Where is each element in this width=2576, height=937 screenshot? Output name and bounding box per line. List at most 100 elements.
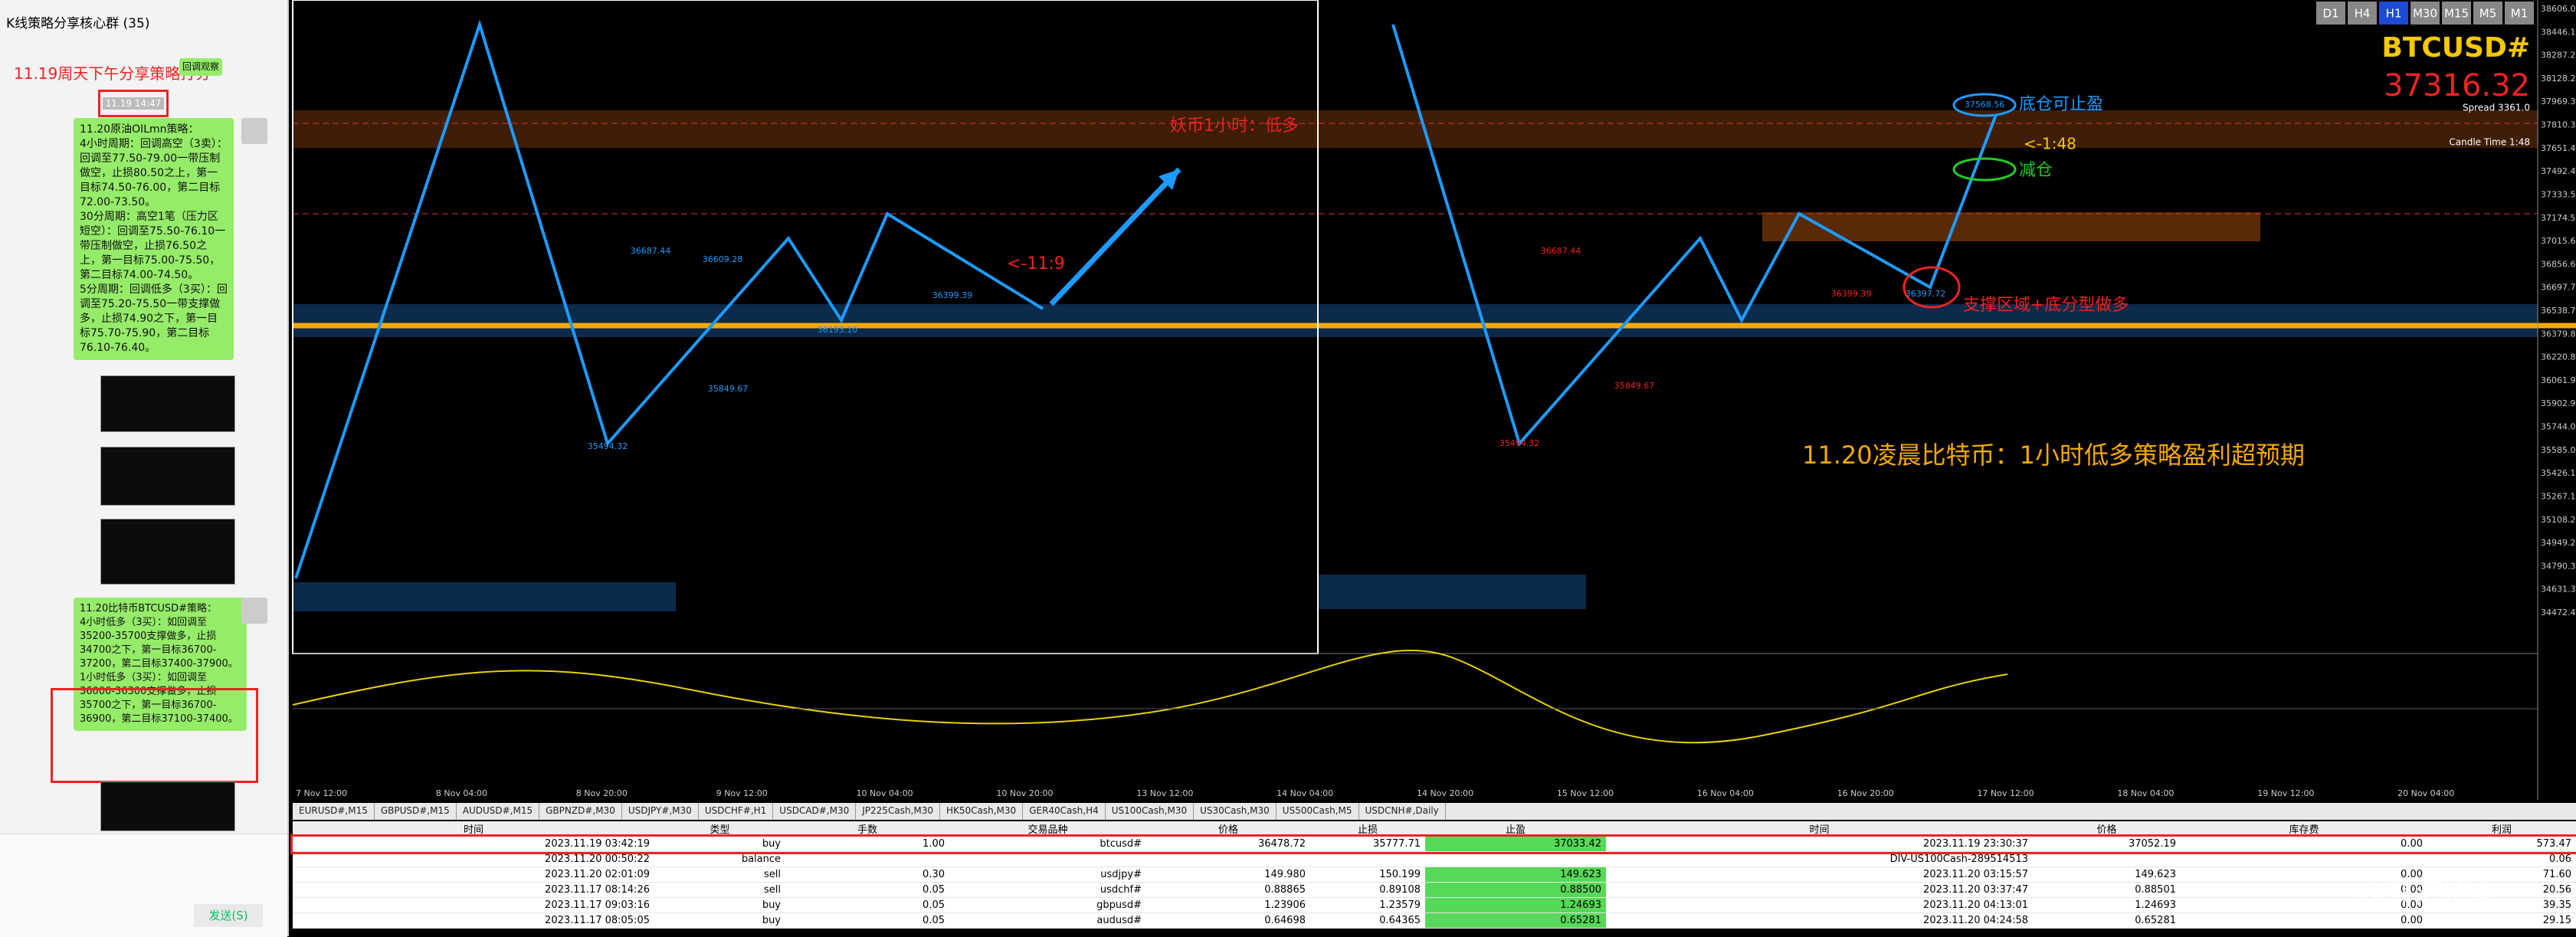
symbol: BTCUSD# xyxy=(2381,32,2530,64)
cell: 71.60 xyxy=(2427,867,2576,883)
cell: 0.65281 xyxy=(2033,912,2181,929)
cell: usdjpy# xyxy=(949,867,1146,883)
cell: 0.05 xyxy=(785,912,949,929)
point-label: 36609.28 xyxy=(703,254,743,264)
tab[interactable]: US500Cash,M5 xyxy=(1277,803,1359,820)
tab[interactable]: US100Cash,M30 xyxy=(1106,803,1195,820)
cell: 时间 xyxy=(293,821,654,837)
table-row[interactable]: 2023.11.17 08:14:26 sell 0.05 usdchf# 0.8886… xyxy=(293,882,2576,898)
point-label: 36399.39 xyxy=(932,290,973,300)
point-label: 36399.39 xyxy=(1831,289,1872,299)
send-button[interactable]: 发送(S) xyxy=(194,904,263,927)
tab[interactable]: US30Cash,M30 xyxy=(1194,803,1277,820)
timeframe-button[interactable] xyxy=(2442,2,2471,25)
cell: balance xyxy=(654,851,785,867)
cell xyxy=(949,851,1146,867)
avatar xyxy=(241,118,267,144)
cell: 交易品种 xyxy=(949,821,1146,837)
timeframe-button[interactable] xyxy=(2316,2,2345,25)
date-label: 10 Nov 04:00 xyxy=(857,788,913,798)
point-label: 35849.67 xyxy=(708,384,749,394)
tabs: EURUSD#,M15 GBPUSD#,M15 AUDUSD#,M15 GBPNZD#… xyxy=(293,803,2576,820)
cell: 149.980 xyxy=(1146,867,1310,883)
cell: sell xyxy=(654,867,785,883)
zone xyxy=(1762,212,2260,241)
cell: 类型 xyxy=(654,821,785,837)
avatar xyxy=(241,598,267,624)
cell: 利润 xyxy=(2427,821,2576,837)
cell: 0.00 xyxy=(2181,882,2427,898)
timeframe-button[interactable] xyxy=(2505,2,2534,25)
cell: 150.199 xyxy=(1310,867,1425,883)
table-row[interactable]: 2023.11.19 03:42:19 buy 1.00 btcusd# 36478.7… xyxy=(290,834,2576,854)
cell: 2023.11.19 03:42:19 xyxy=(293,836,654,852)
cell: 时间 xyxy=(1606,821,2033,837)
table-row[interactable]: 2023.11.20 00:50:22 balance DIV-US100Cash-… xyxy=(293,851,2576,867)
price-axis-label: 35108.20 xyxy=(2541,515,2576,525)
circle xyxy=(1952,93,2017,117)
timeframe-button[interactable] xyxy=(2348,2,2377,25)
price-axis-label: 35426.10 xyxy=(2541,468,2576,478)
price-axis-label: 35267.15 xyxy=(2541,491,2576,501)
image xyxy=(100,781,235,831)
countdown: <-11:9 xyxy=(1007,254,1065,274)
cell: 1.23906 xyxy=(1146,897,1310,913)
price-axis-label: 38287.20 xyxy=(2541,51,2576,61)
price-axis-label: 37651.40 xyxy=(2541,143,2576,153)
message: 11.20比特币BTCUSD#策略： 4小时低多（3买）：如回调至35200-3… xyxy=(74,598,247,731)
resistance-zone xyxy=(293,110,2538,148)
point-label: 35849.67 xyxy=(1614,381,1655,391)
cell: 0.88500 xyxy=(1425,882,1606,898)
timeframe-button[interactable] xyxy=(2410,2,2440,25)
tab[interactable]: JP225Cash,M30 xyxy=(856,803,940,820)
table-row[interactable]: 2023.11.17 08:05:05 buy 0.05 audusd# 0.64698… xyxy=(293,912,2576,929)
spread: Spread 3361.0 xyxy=(2463,103,2530,113)
cell: btcusd# xyxy=(949,836,1146,852)
cell: 库存费 xyxy=(2181,821,2427,837)
cell: 1.23579 xyxy=(1310,897,1425,913)
tab[interactable]: USDCAD#,M30 xyxy=(773,803,857,820)
table-row[interactable]: 2023.11.17 09:03:16 buy 0.05 gbpusd# 1.23906… xyxy=(293,897,2576,913)
tab[interactable]: USDCNH#,Daily xyxy=(1359,803,1446,820)
cell: 0.64698 xyxy=(1146,912,1310,929)
table-row[interactable]: 2023.11.20 02:01:09 sell 0.30 usdjpy# 149.98… xyxy=(293,867,2576,883)
timeframe-label: H1 xyxy=(2386,7,2402,21)
table-row[interactable]: 时间 类型 手数 交易品种 价格 止损 止盈 时间 价格 库存费 利润 xyxy=(293,821,2576,837)
timeframe-button[interactable] xyxy=(2473,2,2502,25)
date-label: 16 Nov 04:00 xyxy=(1697,788,1754,798)
small-bubble: 回调观察 xyxy=(179,58,223,76)
point-label: 36397.72 xyxy=(1906,289,1946,299)
tab[interactable]: GBPNZD#,M30 xyxy=(539,803,622,820)
cell: 2023.11.20 03:15:57 xyxy=(1606,867,2033,883)
cell: 35777.71 xyxy=(1310,836,1425,852)
tab[interactable]: USDJPY#,M30 xyxy=(622,803,699,820)
trade-table: 时间 类型 手数 交易品种 价格 止损 止盈 时间 价格 库存费 利润 2023.11.19 03:4… xyxy=(290,821,2576,929)
price-axis-label: 38446.15 xyxy=(2541,27,2576,37)
zigzag xyxy=(1391,24,1998,447)
cell: 0.64365 xyxy=(1310,912,1425,929)
candle-time: Candle Time 1:48 xyxy=(2449,137,2530,148)
cell: usdchf# xyxy=(949,882,1146,898)
timeframe-label: M1 xyxy=(2511,7,2528,21)
point-label: 35494.32 xyxy=(588,441,628,451)
cell: 0.88865 xyxy=(1146,882,1310,898)
tab[interactable]: USDCHF#,H1 xyxy=(699,803,774,820)
price-axis-label: 36538.75 xyxy=(2541,306,2576,316)
tab[interactable]: EURUSD#,M15 xyxy=(293,803,375,820)
cell: gbpusd# xyxy=(949,897,1146,913)
cell: sell xyxy=(654,882,785,898)
annotation: 底仓可止盈 xyxy=(2019,95,2103,114)
chat-title: K线策略分享核心群 (35) xyxy=(6,16,150,31)
price-axis-label: 37015.60 xyxy=(2541,236,2576,246)
tab[interactable]: AUDUSD#,M15 xyxy=(457,803,540,820)
timeframe-button[interactable] xyxy=(2379,2,2408,25)
date-label: 16 Nov 20:00 xyxy=(1837,788,1894,798)
countdown: <-1:48 xyxy=(2024,135,2076,153)
cell: 573.47 xyxy=(2427,836,2576,852)
time: 11.19 14:47 xyxy=(102,97,165,110)
tab[interactable]: GBPUSD#,M15 xyxy=(375,803,457,820)
tab[interactable]: GER40Cash,H4 xyxy=(1023,803,1106,820)
tab[interactable]: HK50Cash,M30 xyxy=(940,803,1024,820)
date-label: 13 Nov 12:00 xyxy=(1136,788,1193,798)
